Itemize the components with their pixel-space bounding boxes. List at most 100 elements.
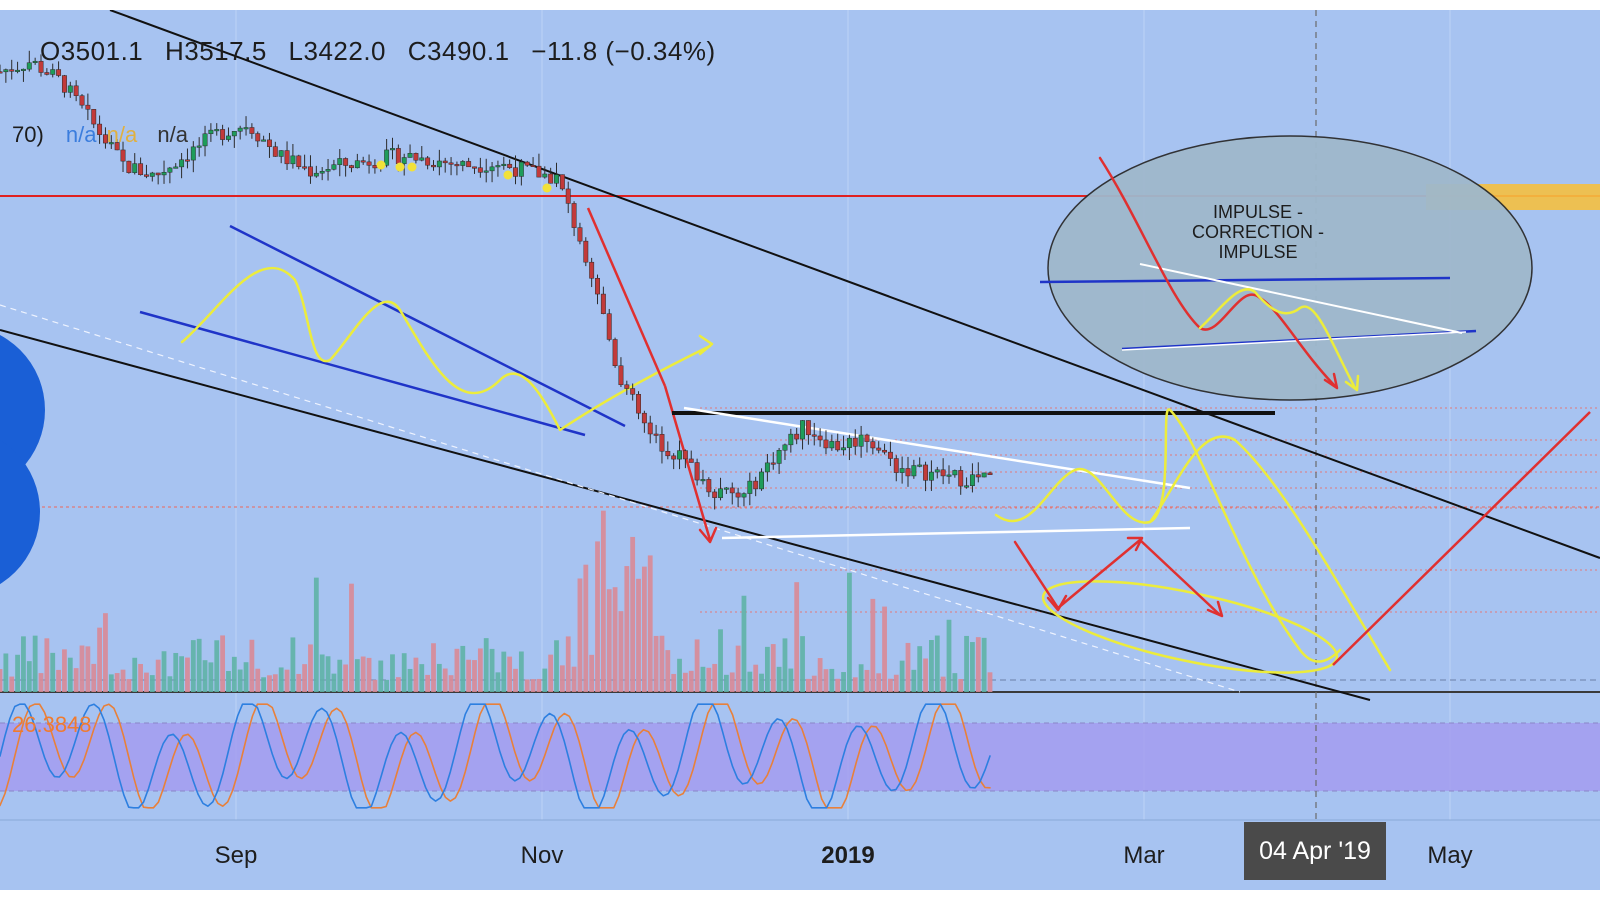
volume-bar [729,672,735,692]
volume-bar [132,657,138,692]
candle-body [729,487,735,494]
candle-body [958,470,964,487]
ohlc-close: C3490.1 [407,36,510,66]
volume-bar [466,659,472,692]
candle-body [782,444,788,451]
volume-bar [331,673,337,692]
candle-body [530,164,536,167]
x-tick-label-may: May [1427,842,1473,869]
volume-bar [202,660,208,692]
candle-body [50,69,56,75]
volume-bar [419,664,425,692]
volume-bar [3,653,9,692]
candle-body [964,485,970,488]
volume-bar [425,674,431,692]
candle-body [887,451,893,459]
candle-body [905,468,911,477]
candle-body [653,433,659,436]
candle-body [38,60,44,73]
volume-bar [565,636,571,692]
volume-bar [413,657,419,692]
red-arrowhead-3 [1206,600,1224,618]
candle-body [132,163,138,173]
inset-red-arrowhead [1323,372,1339,390]
candle-body [407,153,413,158]
volume-bar [688,670,694,692]
candle-body [507,163,513,168]
volume-bar [360,656,366,692]
volume-bar [888,678,893,692]
candle-body [448,162,454,165]
volume-bar [595,541,600,692]
candle-body [249,127,255,134]
volume-bar [677,658,682,692]
volume-bar [718,629,723,692]
volume-bar [647,555,653,692]
candle-body [852,437,858,447]
chart-area[interactable]: O3501.1 H3517.5 L3422.0 C3490.1 −11.8 (−… [0,10,1600,890]
inset-upper-line [1039,276,1451,284]
yellow-projection-2 [1148,435,1392,672]
volume-bar [770,644,776,692]
volume-bar [835,678,841,692]
candle-body [940,469,946,477]
candle-body [589,261,595,279]
candle-body [483,170,489,173]
volume-bar [583,564,589,692]
volume-bar [577,578,583,692]
volume-bar [964,635,969,692]
candle-body [460,161,466,166]
candle-body [231,131,237,137]
volume-bar [794,582,800,692]
candle-body [143,174,149,177]
candle-body [32,60,38,63]
volume-bar [15,654,20,692]
candle-body [15,69,21,72]
candle-body [0,71,3,74]
candle-body [425,157,431,166]
white-lower-trend [721,526,1191,540]
volume-bar [208,662,214,692]
volume-bar [290,637,296,692]
candle-body [366,161,372,166]
volume-bar [905,642,911,692]
volume-bar [384,679,390,692]
volume-bar [893,674,899,692]
candle-body [185,159,190,162]
candle-body [618,365,624,386]
volume-bar [32,635,38,692]
candle-body [214,129,220,132]
volume-bar [179,656,184,692]
volume-bar [477,648,483,692]
x-tick-label-nov: Nov [520,842,564,869]
candle-body [800,420,805,440]
yellow-marker-3 [503,170,513,180]
candle-body [302,166,308,169]
candle-body [518,161,524,177]
volume-bar [436,663,442,692]
volume-bar [108,674,114,692]
volume-bar [970,642,975,692]
volume-bar [0,669,3,692]
volume-bar [841,672,846,692]
indicator-label: 70) [12,122,44,147]
candle-body [794,433,800,440]
candle-body [987,472,993,475]
volume-bar [753,664,759,692]
volume-bar [653,635,659,692]
annotation-line-3: IMPULSE [1218,242,1298,262]
inset-white-trend [1139,263,1463,334]
candle-body [647,422,653,435]
candle-body [308,166,313,177]
volume-bar [56,669,61,692]
volume-bar [899,660,905,692]
volume-bar [97,627,102,692]
volume-bar [390,654,395,692]
volume-bar [600,510,606,692]
candle-body [472,166,477,169]
candle-body [85,104,91,110]
candle-body [390,148,395,151]
volume-bar [67,657,73,692]
candle-body [565,188,571,204]
candle-body [858,434,864,447]
